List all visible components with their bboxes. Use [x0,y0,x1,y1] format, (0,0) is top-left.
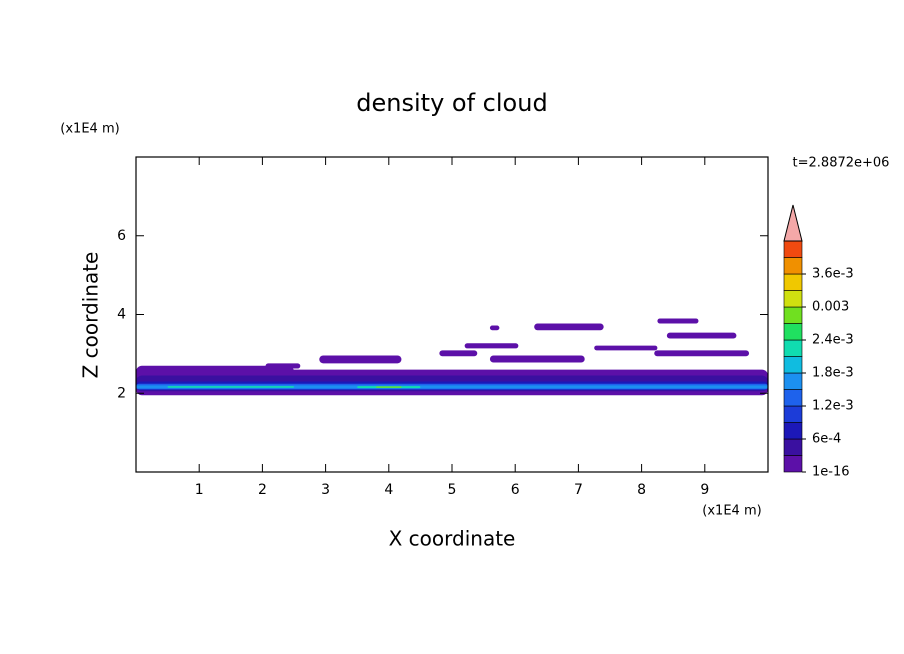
x-axis-label: X coordinate [389,527,516,551]
plot-frame [135,156,769,473]
contour-region [594,345,658,351]
x-unit: (x1E4 m) [702,504,761,519]
colorbar-band [783,389,803,407]
colorbar-band [783,273,803,291]
contour-region [534,323,604,331]
contour-region [376,386,402,388]
y-tick-label: 2 [117,385,126,401]
contour-region [136,385,768,389]
colorbar-band [783,240,803,258]
y-tick-label: 4 [117,307,126,323]
colorbar-band [783,290,803,308]
contour-region [489,325,500,331]
x-tick-label: 9 [700,482,709,498]
contour-region [657,318,699,324]
colorbar-tick-label: 2.4e-3 [812,333,854,348]
colorbar-tick-label: 1.8e-3 [812,366,854,381]
colorbar-band [783,323,803,341]
x-tick-label: 8 [637,482,646,498]
colorbar-tick-label: 3.6e-3 [812,267,854,282]
colorbar-extension [783,204,803,242]
y-axis-label: Z coordinate [79,252,103,379]
colorbar-band [783,405,803,423]
colorbar-band [783,422,803,440]
x-tick-label: 5 [448,482,457,498]
x-tick-label: 6 [511,482,520,498]
time-label: t=2.8872e+06 [793,156,890,171]
x-tick-label: 2 [258,482,267,498]
x-tick-label: 3 [321,482,330,498]
colorbar-band [783,339,803,357]
colorbar-tick-label: 1.2e-3 [812,399,854,414]
contour-region [265,363,301,369]
contour-region [439,350,478,357]
contour-region [167,386,294,388]
contour-region [654,350,750,357]
contour-region [319,355,402,364]
colorbar-band [783,356,803,374]
colorbar-band [783,438,803,456]
x-tick-label: 7 [574,482,583,498]
chart-title: density of cloud [356,89,547,117]
colorbar-band [783,455,803,473]
contour-region [464,343,519,349]
colorbar-tick-label: 6e-4 [812,432,841,447]
x-tick-label: 1 [195,482,204,498]
contour-region [489,355,585,363]
colorbar-band [783,257,803,275]
x-tick-label: 4 [384,482,393,498]
colorbar-tick-label: 1e-16 [812,465,850,480]
colorbar-band [783,306,803,324]
colorbar-tick-label: 0.003 [812,300,849,315]
y-unit: (x1E4 m) [60,122,119,137]
y-tick-label: 6 [117,228,126,244]
contour-region [666,332,737,339]
colorbar-band [783,372,803,390]
